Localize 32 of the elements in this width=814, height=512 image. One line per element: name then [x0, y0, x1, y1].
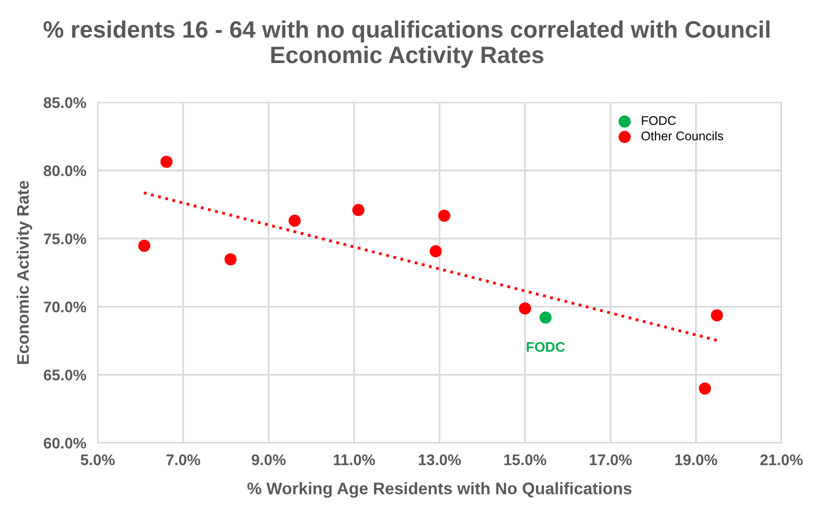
y-tick-label: 80.0% — [44, 165, 86, 176]
point — [430, 245, 442, 258]
point — [518, 302, 532, 315]
point — [352, 204, 364, 216]
x-tick-label: 17.0% — [590, 454, 632, 466]
y-tick-label: 65.0% — [44, 370, 86, 380]
point — [539, 312, 552, 324]
chart-title: % residents 16 - 64 with no qualifications correlated with Council Economic Activity Rates — [44, 20, 770, 68]
x-tick-label: 13.0% — [418, 454, 461, 466]
point — [160, 156, 173, 168]
point — [288, 214, 301, 227]
annotation: FODC — [526, 342, 565, 352]
y-tick-label: 60.0% — [44, 438, 86, 449]
x-tick-label: 5.0% — [80, 454, 115, 466]
x-axis-title: % Working Age Residents with No Qualifications — [247, 482, 632, 498]
legend-label: Other Councils — [642, 131, 724, 140]
y-tick-label: 70.0% — [44, 302, 86, 312]
point — [710, 309, 723, 322]
y-axis-title: Economic Activity Rate — [16, 180, 32, 364]
x-tick-label: 9.0% — [252, 454, 286, 466]
legend-label: FODC — [642, 116, 676, 125]
point — [138, 240, 150, 252]
point — [224, 253, 237, 266]
x-tick-label: 11.0% — [334, 454, 375, 466]
x-tick-label: 15.0% — [504, 454, 546, 466]
x-tick-label: 19.0% — [675, 454, 718, 466]
x-tick-label: 21.0% — [760, 454, 803, 466]
x-tick-label: 7.0% — [166, 454, 200, 466]
y-tick-label: 85.0% — [44, 97, 86, 108]
y-tick-label: 75.0% — [44, 233, 86, 244]
point — [698, 382, 712, 395]
point — [438, 210, 450, 222]
